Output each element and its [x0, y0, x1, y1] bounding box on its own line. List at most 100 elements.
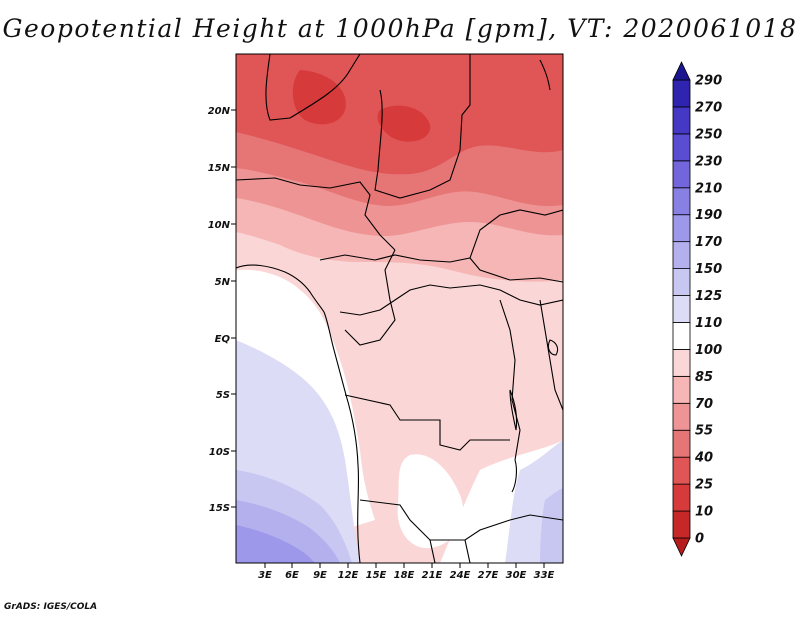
- band-10-25: [292, 70, 346, 125]
- lake-1: [509, 389, 518, 431]
- lon-tick-30e: 30E: [506, 563, 527, 581]
- colorbar-label: 250: [695, 127, 722, 142]
- colorbar-swatch: [672, 79, 691, 108]
- colorbar-label: 40: [694, 451, 713, 466]
- border-l: [429, 539, 436, 563]
- colorbar-swatch: [672, 402, 691, 431]
- lat-tick-10s: 10S: [209, 447, 236, 458]
- field-layer: [236, 54, 563, 563]
- lat-label-5s: 5S: [216, 390, 230, 401]
- border-j: [469, 209, 563, 259]
- colorbar-label: 25: [695, 478, 713, 493]
- colorbar: 0 10 25 40 55 70 85 100 110 125 150 170 190 210 230 250…: [672, 61, 722, 557]
- colorbar-label: 290: [695, 74, 722, 89]
- border-c: [374, 54, 471, 199]
- colorbar-swatch: [672, 375, 691, 404]
- colorbar-label: 270: [695, 100, 722, 115]
- lat-label-20n: 20N: [208, 106, 231, 117]
- colorbar-label: 70: [695, 397, 713, 412]
- lon-tick-15e: 15E: [366, 563, 387, 581]
- colorbar-label: 55: [695, 424, 713, 439]
- colorbar-swatch: [672, 241, 691, 269]
- lat-tick-5s: 5S: [216, 390, 236, 401]
- lat-tick-10n: 10N: [208, 220, 236, 231]
- lake-2: [547, 339, 559, 356]
- lon-tick-21e: 21E: [422, 563, 443, 581]
- colorbar-swatch: [672, 160, 691, 189]
- border-i: [539, 299, 563, 411]
- colorbar-swatch: [672, 349, 691, 377]
- lon-label-27e: 27E: [478, 570, 499, 581]
- lon-label-21e: 21E: [422, 570, 443, 581]
- footer-credit: GrADS: IGES/COLA: [4, 602, 98, 612]
- colorbar-swatch: [672, 214, 691, 243]
- lon-tick-27e: 27E: [478, 563, 499, 581]
- lat-tick-5n: 5N: [215, 277, 236, 288]
- lon-tick-33e: 33E: [534, 563, 555, 581]
- border-m: [464, 539, 471, 563]
- colorbar-label: 125: [695, 289, 722, 304]
- colorbar-label: 0: [695, 532, 704, 547]
- colorbar-label: 10: [695, 505, 713, 520]
- lat-tick-15n: 15N: [208, 163, 236, 174]
- lon-tick-9e: 9E: [313, 563, 327, 581]
- border-e: [339, 284, 563, 316]
- lat-tick-20n: 20N: [208, 106, 236, 117]
- boundaries: [236, 54, 563, 563]
- colorbar-swatch: [672, 510, 691, 539]
- lon-label-15e: 15E: [366, 570, 387, 581]
- colorbar-label: 230: [695, 154, 722, 169]
- colorbar-arrow-high: [672, 61, 691, 81]
- band-170-190: [236, 525, 315, 563]
- lon-tick-12e: 12E: [338, 563, 359, 581]
- lat-label-15n: 15N: [208, 163, 231, 174]
- chart-title: Geopotential Height at 1000hPa [gpm], VT…: [2, 14, 798, 43]
- colorbar-swatch: [672, 106, 691, 135]
- colorbar-label: 100: [695, 343, 722, 358]
- coast-3: [539, 59, 551, 91]
- lat-label-5n: 5N: [215, 277, 231, 288]
- lon-label-30e: 30E: [506, 570, 527, 581]
- colorbar-swatch: [672, 456, 691, 485]
- lon-tick-24e: 24E: [450, 563, 471, 581]
- colorbar-arrow-low: [672, 537, 691, 557]
- colorbar-label: 210: [695, 181, 722, 196]
- colorbar-swatch: [672, 322, 691, 350]
- lon-tick-18e: 18E: [394, 563, 415, 581]
- lat-label-eq: EQ: [215, 334, 231, 345]
- lake-3: [511, 459, 517, 493]
- band-10-25-b: [377, 105, 431, 142]
- lon-tick-6e: 6E: [285, 563, 299, 581]
- colorbar-swatch: [672, 295, 691, 323]
- colorbar-swatch: [672, 429, 691, 458]
- lon-tick-3e: 3E: [258, 563, 272, 581]
- border-a: [265, 54, 361, 121]
- lat-label-10n: 10N: [208, 220, 231, 231]
- lon-label-6e: 6E: [285, 570, 299, 581]
- colorbar-label: 110: [695, 316, 722, 331]
- lat-tick-eq: EQ: [215, 334, 236, 345]
- lon-label-33e: 33E: [534, 570, 555, 581]
- lon-label-24e: 24E: [450, 570, 471, 581]
- lon-label-12e: 12E: [338, 570, 359, 581]
- lon-label-3e: 3E: [258, 570, 272, 581]
- border-k: [344, 249, 396, 346]
- lat-tick-15s: 15S: [209, 503, 236, 514]
- map-frame: [235, 53, 564, 564]
- colorbar-swatch: [672, 187, 691, 216]
- colorbar-label: 150: [695, 262, 722, 277]
- border-d: [319, 254, 563, 283]
- border-b: [236, 177, 396, 251]
- lon-labels: 3E 6E 9E 12E 15E 18E 21E 24E 27E 30E 33E: [258, 563, 555, 581]
- colorbar-swatch: [672, 133, 691, 162]
- colorbar-label: 85: [695, 370, 713, 385]
- colorbar-label: 170: [695, 235, 722, 250]
- lat-label-15s: 15S: [209, 503, 230, 514]
- colorbar-swatch: [672, 268, 691, 296]
- coastline: [236, 264, 361, 563]
- colorbar-swatch: [672, 483, 691, 512]
- se-cool-2: [540, 488, 563, 563]
- lon-label-18e: 18E: [394, 570, 415, 581]
- lat-label-10s: 10S: [209, 447, 230, 458]
